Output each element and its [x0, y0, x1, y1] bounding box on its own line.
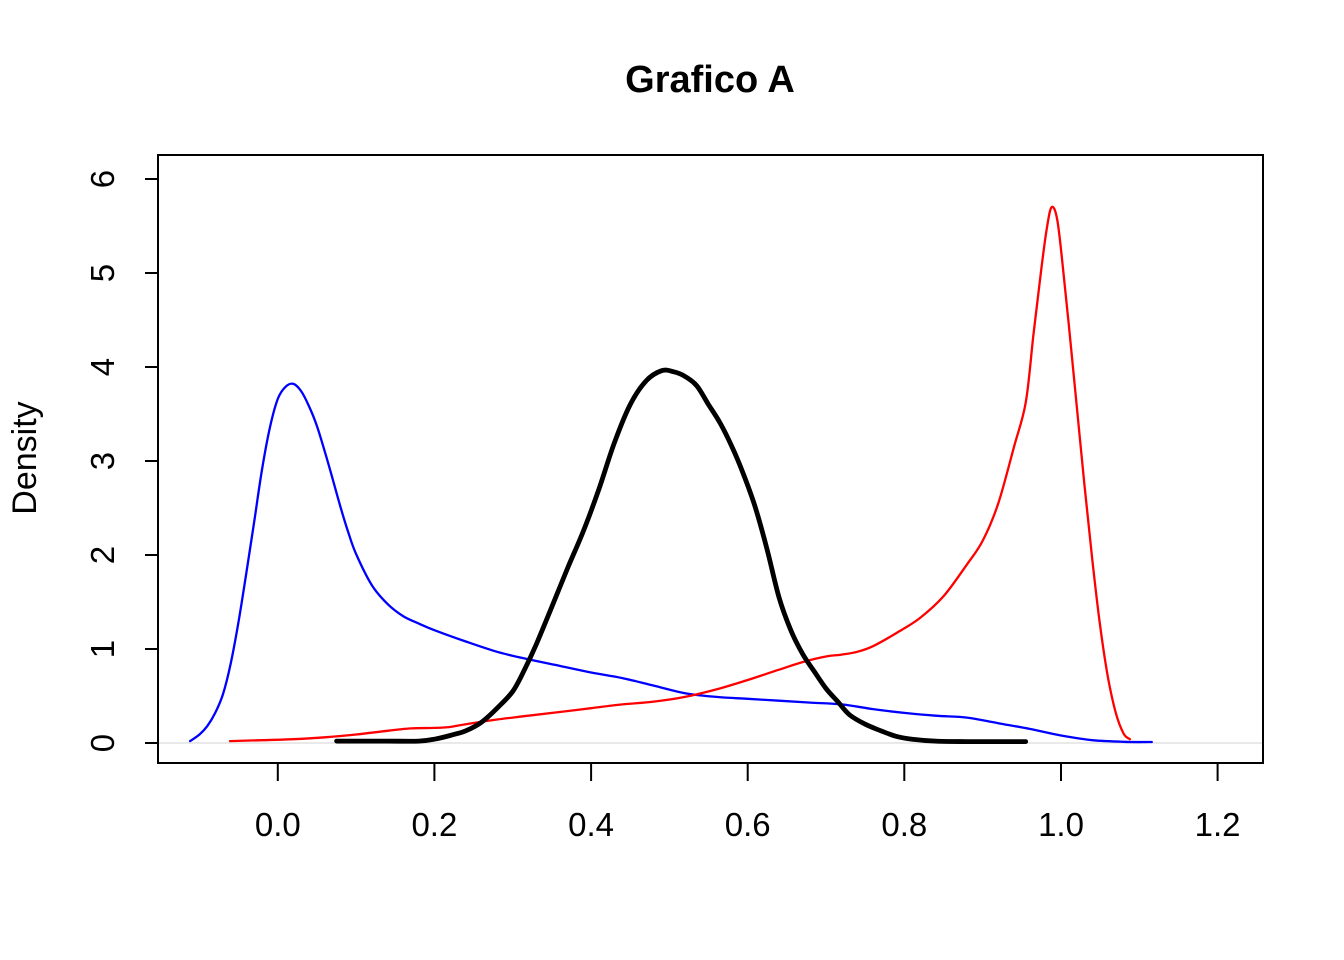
y-tick-label: 3: [84, 452, 121, 470]
x-tick-label: 0.0: [255, 806, 301, 843]
red-density-curve: [228, 205, 1132, 743]
y-axis: 0 1 2 3 4 5 6: [84, 170, 158, 752]
y-tick-label: 2: [84, 546, 121, 564]
plot-border: [157, 154, 1264, 764]
y-tick-label: 6: [84, 170, 121, 188]
y-axis-label: Density: [6, 401, 44, 514]
chart-title: Grafico A: [625, 59, 795, 101]
y-tick-label: 5: [84, 264, 121, 282]
x-tick-label: 0.8: [881, 806, 927, 843]
x-tick-label: 0.4: [568, 806, 614, 843]
x-tick-label: 1.2: [1195, 806, 1241, 843]
density-curves: [188, 205, 1153, 745]
y-tick-label: 4: [84, 358, 121, 376]
x-tick-label: 0.6: [725, 806, 771, 843]
y-tick-label: 1: [84, 640, 121, 658]
x-tick-label: 1.0: [1038, 806, 1084, 843]
blue-density-curve: [188, 382, 1153, 744]
x-axis: 0.0 0.2 0.4 0.6 0.8 1.0 1.2: [255, 763, 1241, 843]
y-tick-label: 0: [84, 734, 121, 752]
x-tick-label: 0.2: [411, 806, 457, 843]
black-density-curve: [334, 367, 1029, 745]
